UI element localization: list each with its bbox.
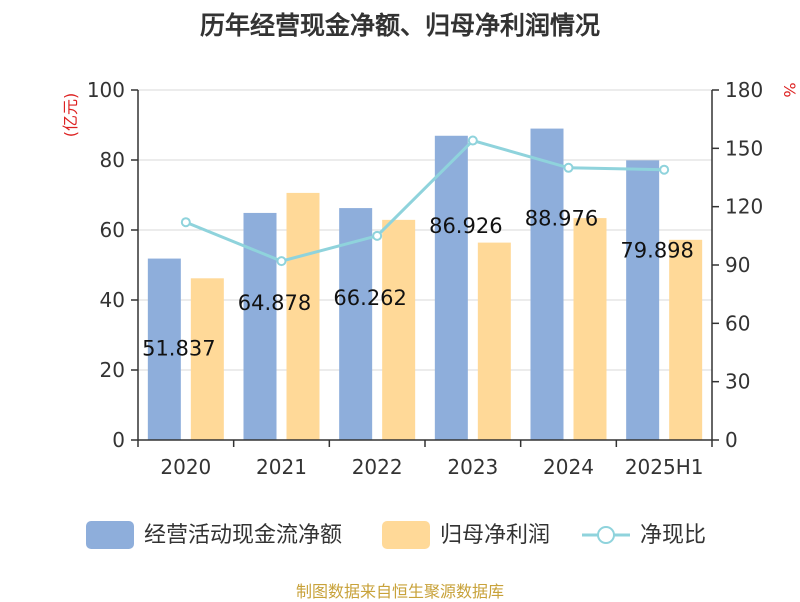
bar bbox=[190, 278, 224, 440]
y-tick-label-left: 100 bbox=[87, 78, 125, 102]
x-tick-label: 2023 bbox=[447, 455, 498, 479]
legend-swatch-bar-2 bbox=[382, 521, 430, 549]
x-tick-label: 2020 bbox=[160, 455, 211, 479]
line-series bbox=[180, 135, 670, 267]
bar bbox=[626, 160, 660, 440]
axes: 0 20 40 60 80 100 0 30 60 90 120 150 180 2020 2021 2022… bbox=[61, 78, 799, 479]
line-point bbox=[276, 256, 287, 267]
bar bbox=[434, 135, 468, 440]
bar bbox=[339, 208, 373, 440]
bar bbox=[286, 192, 320, 440]
y-tick-label-right: 60 bbox=[725, 311, 750, 335]
legend-label: 归母净利润 bbox=[440, 523, 550, 548]
line-point bbox=[563, 162, 574, 173]
legend-label: 净现比 bbox=[640, 523, 706, 548]
data-label: 79.898 bbox=[620, 238, 693, 262]
x-tick-label: 2024 bbox=[543, 455, 594, 479]
legend-label: 经营活动现金流净额 bbox=[144, 523, 342, 548]
y-tick-label-left: 80 bbox=[100, 148, 125, 172]
x-tick-label: 2021 bbox=[256, 455, 307, 479]
line-point bbox=[659, 164, 670, 175]
data-label: 66.262 bbox=[333, 286, 406, 310]
legend-swatch-bar-1 bbox=[86, 521, 134, 549]
bar-series bbox=[147, 128, 703, 441]
bar bbox=[669, 239, 703, 440]
y-axis-label-right: % bbox=[780, 82, 799, 97]
y-tick-label-right: 150 bbox=[725, 136, 763, 160]
data-label: 86.926 bbox=[429, 214, 502, 238]
source-note: 制图数据来自恒生聚源数据库 bbox=[295, 582, 504, 601]
x-tick-label: 2025H1 bbox=[625, 455, 704, 479]
data-label: 64.878 bbox=[238, 291, 311, 315]
y-tick-label-right: 120 bbox=[725, 195, 763, 219]
legend: 经营活动现金流净额 归母净利润 净现比 bbox=[86, 521, 706, 549]
y-tick-label-right: 0 bbox=[725, 428, 738, 452]
y-tick-label-left: 20 bbox=[100, 358, 125, 382]
line-point bbox=[180, 217, 191, 228]
y-tick-label-left: 40 bbox=[100, 288, 125, 312]
data-label: 88.976 bbox=[525, 207, 598, 231]
y-tick-label-right: 30 bbox=[725, 370, 750, 394]
data-label: 51.837 bbox=[142, 337, 215, 361]
bar bbox=[382, 219, 416, 440]
y-axis-label-left: (亿元) bbox=[61, 93, 80, 138]
bar bbox=[530, 128, 564, 441]
bar bbox=[573, 218, 607, 440]
legend-swatch-marker bbox=[597, 526, 615, 544]
line-point bbox=[467, 135, 478, 146]
line-point bbox=[372, 230, 383, 241]
y-tick-label-left: 60 bbox=[100, 218, 125, 242]
y-tick-label-left: 0 bbox=[112, 428, 125, 452]
data-labels: 51.837 64.878 66.262 86.926 88.976 79.898 bbox=[142, 207, 694, 361]
y-tick-label-right: 90 bbox=[725, 253, 750, 277]
line-path bbox=[185, 138, 665, 263]
bar bbox=[147, 258, 181, 440]
bar bbox=[477, 242, 511, 440]
x-tick-label: 2022 bbox=[352, 455, 403, 479]
y-tick-label-right: 180 bbox=[725, 78, 763, 102]
chart-title: 历年经营现金净额、归母净利润情况 bbox=[199, 11, 600, 40]
grid-lines bbox=[138, 89, 712, 441]
